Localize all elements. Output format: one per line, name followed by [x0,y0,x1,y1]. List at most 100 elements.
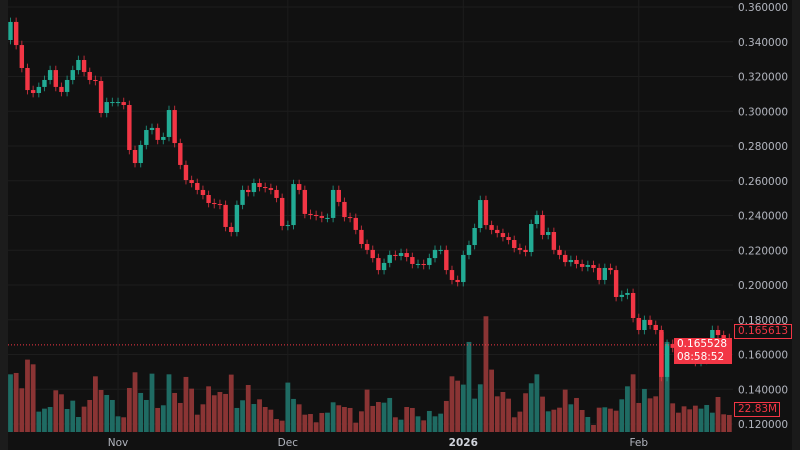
candle-body [195,183,200,190]
candle-body [234,204,240,233]
candle-body [110,102,115,104]
volume-bar [698,408,704,432]
candle-body [313,214,319,217]
candle-body [42,79,47,87]
volume-bar [591,424,596,432]
volume-bar [359,411,364,432]
candle-body [574,259,579,264]
volume-bar [98,389,104,432]
candle-body [19,45,25,68]
candle-body [251,183,257,193]
volume-bar [13,372,19,432]
y-tick-label: 0.360000 [738,2,788,14]
volume-bar [500,392,506,432]
left-edge-strip [0,0,8,450]
volume-bar [200,404,206,432]
volume-bar [53,390,59,432]
volume-bar [336,405,342,432]
candle-body [670,343,675,348]
y-tick-label: 0.320000 [738,72,788,84]
volume-bar [432,416,438,432]
volume-bar [189,388,195,432]
candle-body [104,102,109,113]
volume-bar [681,406,687,432]
volume-bar [381,402,387,432]
volume-bar [704,404,710,432]
y-tick-label: 0.220000 [738,245,788,257]
volume-bar [392,417,398,432]
volume-bar [726,414,732,432]
volume-bar [183,376,189,432]
candle-body [608,267,613,271]
right-edge-strip [792,0,800,450]
candle-body [59,86,64,92]
volume-bars [8,316,732,432]
candle-body [546,232,551,235]
volume-bar [262,407,268,432]
candle-body [710,330,715,345]
time-axis[interactable]: Nov Dec 2026 Feb [108,437,649,449]
volume-bar [347,407,353,432]
candle-body [579,263,585,267]
candle-body [325,217,330,219]
volume-bar [625,386,630,432]
candle-body [370,249,375,259]
y-tick-label: 0.300000 [738,106,788,118]
volume-bar [8,374,13,432]
candle-body [415,263,421,265]
volume-bar [325,412,330,432]
price-axis[interactable]: 0.360000 0.340000 0.320000 0.300000 0.280000… [738,2,788,431]
volume-bar [308,414,313,432]
volume-bar [534,374,540,432]
candle-body [506,237,511,240]
candle-body [444,249,449,271]
volume-bar [279,420,285,432]
candle-body [562,254,568,263]
volume-bar [653,396,659,432]
previous-price-tag: 0.165613 [734,324,792,339]
volume-bar [494,396,500,432]
candle-body [664,343,670,377]
candle-body [461,254,466,283]
candle-body [296,184,302,190]
volume-bar [160,405,166,432]
volume-bar [143,399,149,432]
volume-bar [426,410,432,432]
volume-bar [177,402,183,432]
volume-bar [47,407,53,432]
candle-body [653,324,658,331]
volume-bar [245,384,251,432]
last-price-value: 0.165528 [677,338,728,350]
y-tick-label: 0.140000 [738,384,788,396]
volume-bar [296,404,302,432]
candle-body [432,249,438,259]
candle-body [93,79,98,82]
candle-body [319,216,324,218]
bar-countdown: 08:58:52 [677,351,725,363]
candle-body [630,292,636,319]
volume-bar [81,406,87,432]
volume-bar [466,341,472,432]
volume-bar [642,388,647,432]
candle-body [342,201,347,218]
volume-bar [449,376,455,432]
volume-bar [675,412,681,432]
volume-bar [166,374,172,432]
candle-body [387,254,392,263]
volume-bar [692,405,698,432]
volume-bar [76,417,81,432]
candle-body [455,279,460,283]
volume-bar [568,404,574,432]
volume-bar [228,374,234,432]
volume-bar [42,408,47,432]
candle-body [132,149,138,164]
volume-bar [613,410,619,432]
volume-bar [630,374,636,432]
volume-bar [636,402,642,432]
candle-body [161,136,166,140]
volume-bar [517,411,523,432]
candle-body [602,267,607,280]
volume-bar [540,396,545,432]
y-tick-label: 0.200000 [738,280,788,292]
